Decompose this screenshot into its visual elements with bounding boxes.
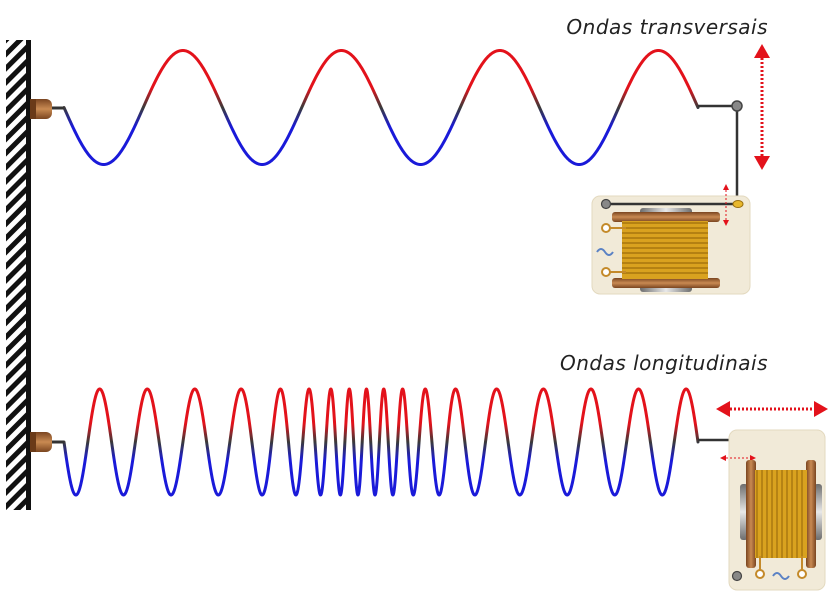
transverse-wave xyxy=(62,49,700,166)
double-arrow-vertical-icon xyxy=(754,44,770,170)
double-arrow-horizontal-icon xyxy=(716,401,828,417)
longitudinal-wave xyxy=(62,387,700,497)
label-transverse: Ondas transversais xyxy=(566,15,768,39)
oscillator-device-transverse xyxy=(591,184,751,295)
wall xyxy=(6,40,31,510)
transverse-wave-tail xyxy=(698,104,739,204)
oscillator-device-longitudinal xyxy=(720,429,826,591)
transverse-joint xyxy=(731,100,743,112)
anchor-transverse xyxy=(30,99,52,119)
tilde-ac-icon xyxy=(596,248,614,256)
label-longitudinal: Ondas longitudinais xyxy=(560,351,768,375)
anchor-longitudinal xyxy=(30,432,52,452)
tilde-ac-icon xyxy=(772,572,790,580)
